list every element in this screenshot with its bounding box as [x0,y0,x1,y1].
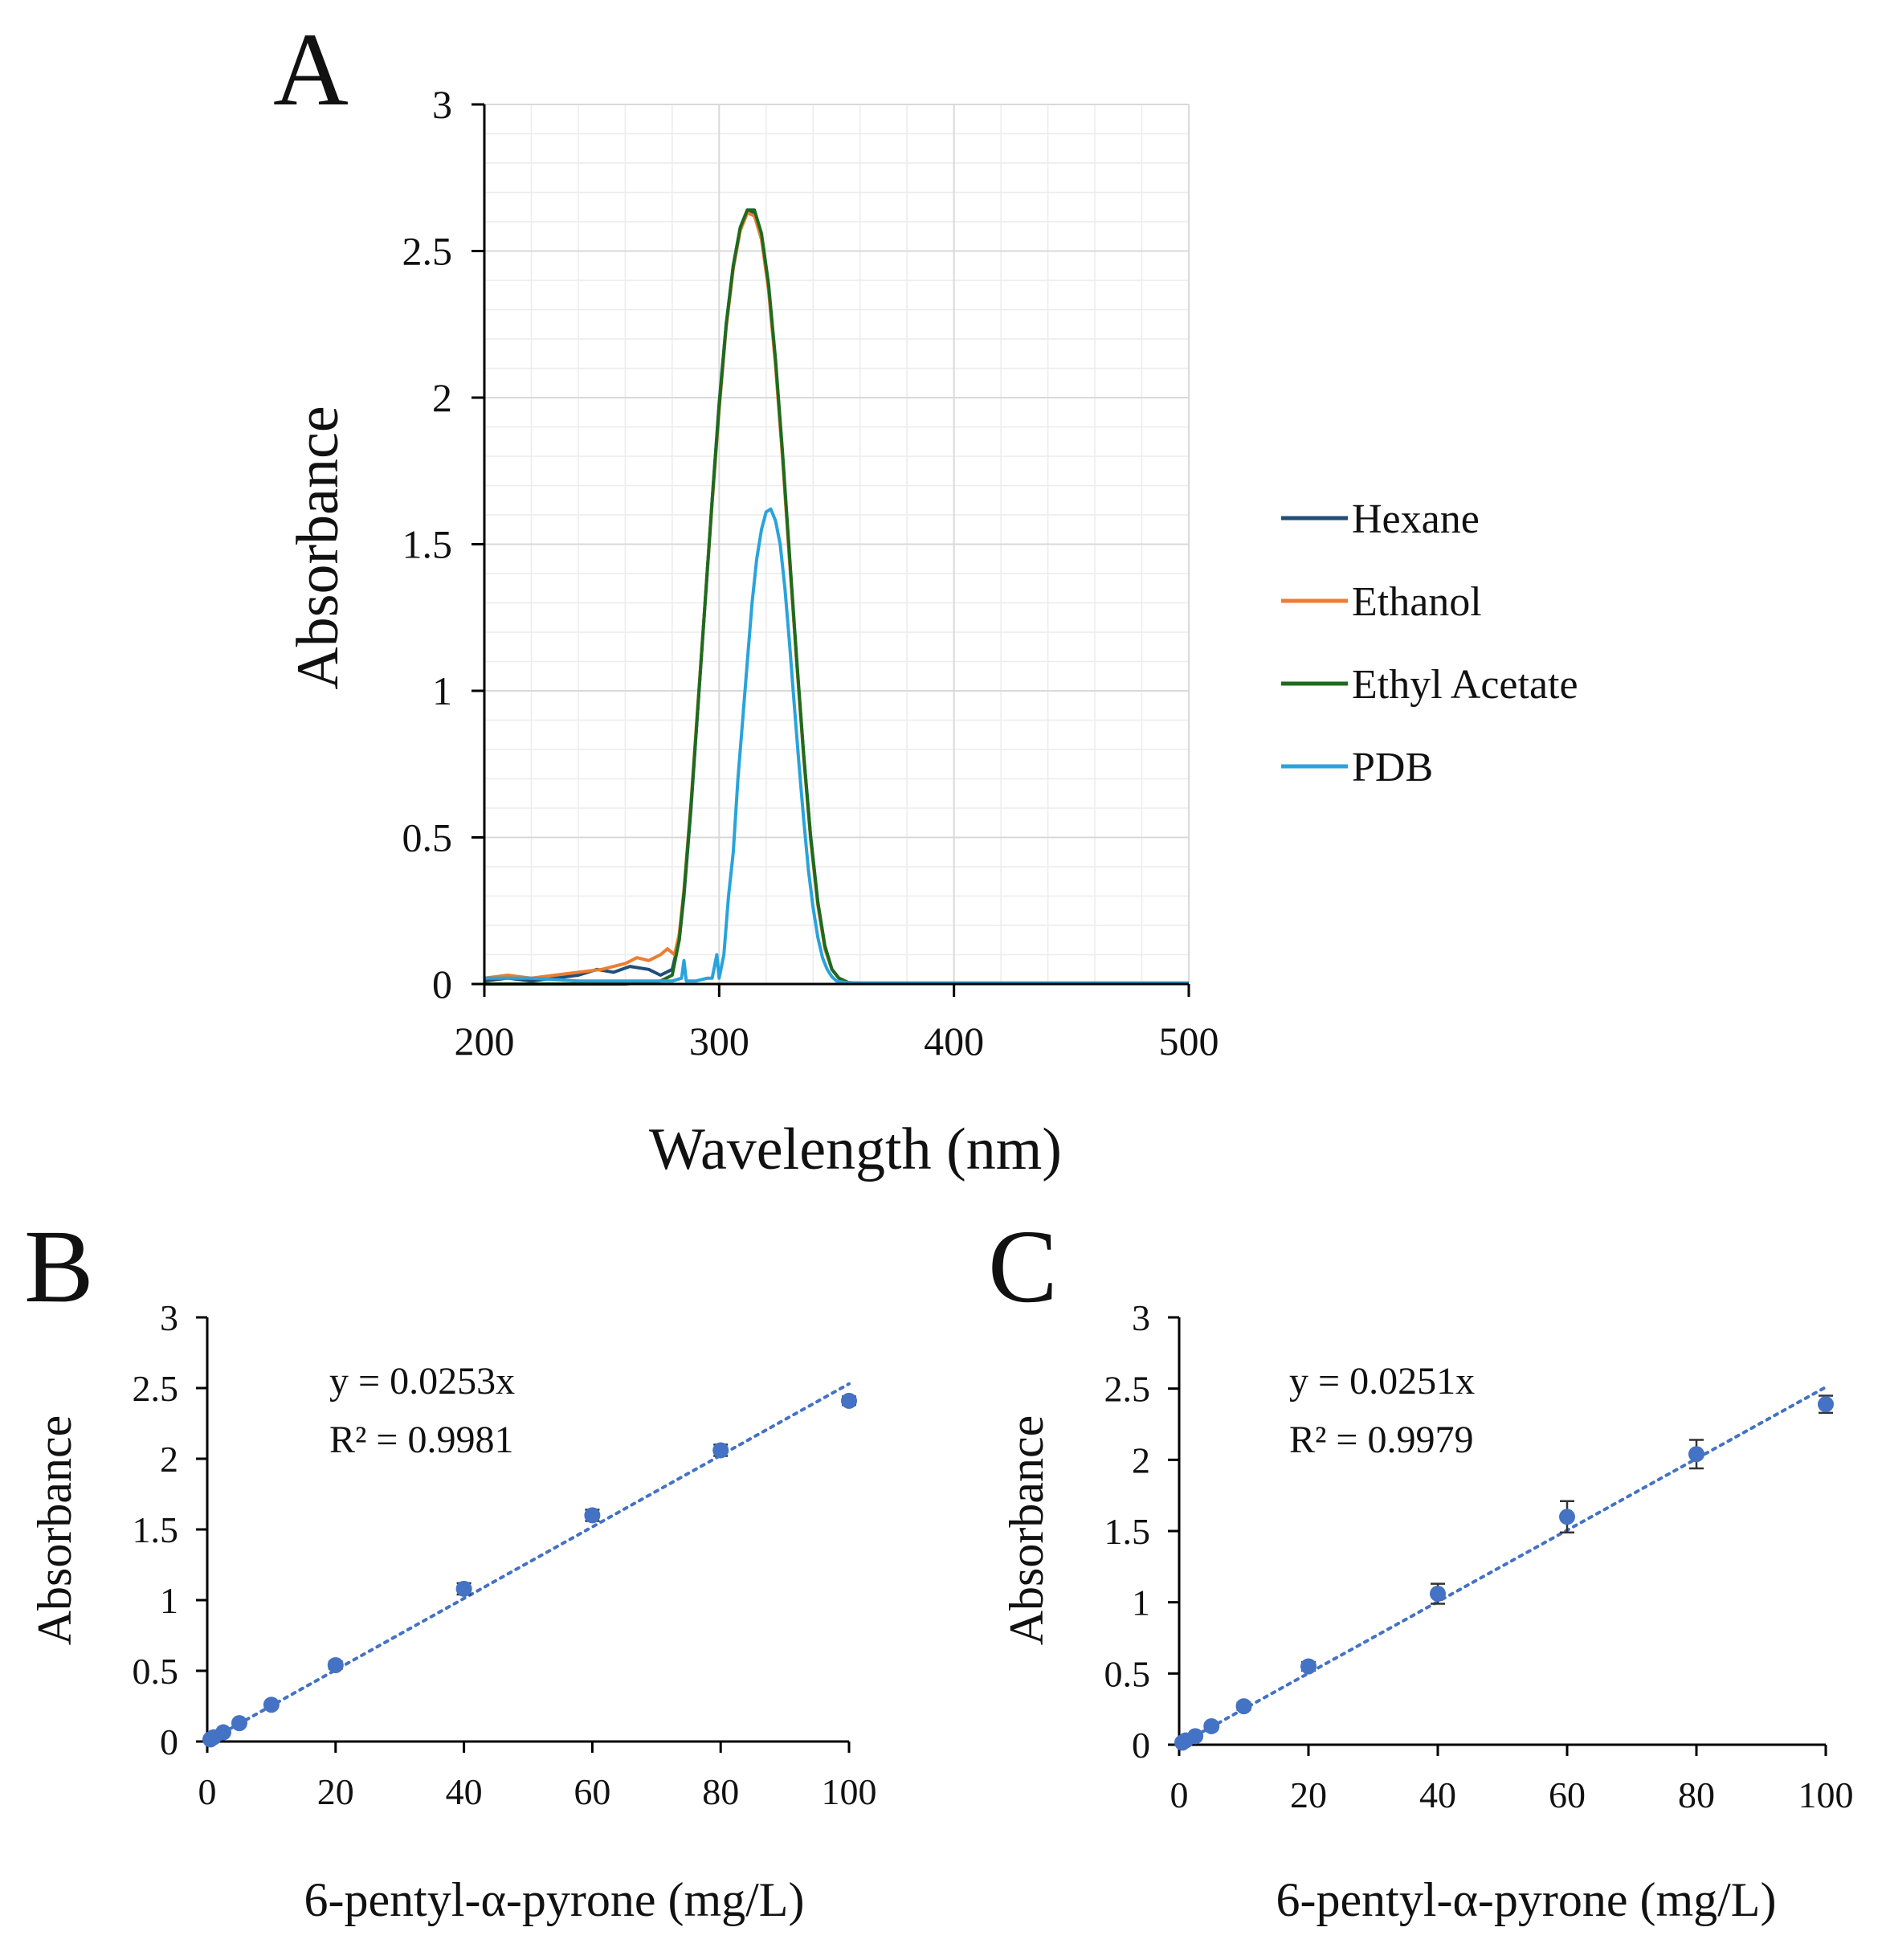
spectrum-y-tick-label: 2.5 [402,229,453,274]
spectrum-y-tick-label: 3 [432,82,452,127]
calibration-chart-b: 0 0.5 1 1.5 2 2.5 3 0 20 40 60 80 100 y = 0.0253x R²… [28,1297,877,1926]
spectrum-legend: Hexane Ethanol Ethyl Acetate PDB [1281,496,1578,790]
panel-label-b: B [24,1209,94,1325]
calibration-c-data-point [1235,1698,1252,1715]
spectrum-grid [484,104,1190,985]
legend-label-ethyl-acetate: Ethyl Acetate [1352,662,1578,708]
calibration-c-y-tick-label: 2.5 [1104,1369,1151,1410]
calibration-c-data-point [1818,1396,1834,1413]
calibration-b-data-point [455,1580,472,1597]
calibration-c-data-point [1430,1586,1446,1603]
calibration-c-y-axis-title: Absorbance [1000,1415,1053,1646]
panel-label-a: A [273,12,349,128]
calibration-b-data-point [231,1715,247,1732]
calibration-c-x-tick-label: 100 [1798,1774,1854,1815]
calibration-b-data-point [841,1392,857,1409]
calibration-b-x-tick-label: 60 [574,1771,610,1812]
spectrum-x-ticks: 200 300 400 500 [455,984,1219,1064]
calibration-c-trendline [1178,1385,1827,1746]
spectrum-lines [484,208,1189,986]
calibration-c-y-tick-label: 0.5 [1104,1653,1151,1694]
calibration-c-x-tick-label: 60 [1549,1774,1586,1815]
calibration-b-body: 0 0.5 1 1.5 2 2.5 3 0 20 40 60 80 100 [133,1297,877,1812]
spectrum-y-tick-label: 1.5 [402,522,453,567]
calibration-c-data-point [1203,1717,1220,1734]
spectrum-x-tick-label: 200 [455,1019,515,1064]
calibration-b-y-tick-label: 1 [160,1580,178,1621]
calibration-b-y-tick-label: 0.5 [133,1651,179,1692]
spectrum-line-ethanol [484,211,1189,985]
calibration-b-data-point [263,1697,280,1713]
calibration-b-data-point [712,1442,729,1459]
calibration-b-data-point [584,1507,601,1524]
spectrum-y-ticks: 0 0.5 1 1.5 2 2.5 3 [402,82,484,1007]
legend-label-ethanol: Ethanol [1352,579,1482,625]
calibration-c-y-tick-label: 1 [1132,1582,1150,1623]
calibration-b-x-tick-label: 0 [198,1771,217,1812]
calibration-b-y-tick-label: 1.5 [133,1509,179,1550]
spectrum-chart: 200 300 400 500 0 0.5 1 1.5 2 2.5 3 Wavelength (n… [285,82,1578,1182]
calibration-b-x-axis-title: 6-pentyl-α-pyrone (mg/L) [304,1873,805,1926]
spectrum-x-tick-label: 500 [1159,1019,1219,1064]
calibration-c-data-point [1187,1728,1204,1745]
calibration-c-x-tick-label: 0 [1170,1774,1189,1815]
calibration-b-x-tick-label: 40 [446,1771,483,1812]
calibration-c-y-tick-label: 2 [1132,1439,1150,1480]
calibration-b-y-tick-label: 2 [160,1439,178,1480]
spectrum-y-tick-label: 2 [432,375,452,420]
calibration-b-x-tick-label: 100 [822,1771,877,1812]
calibration-c-y-tick-label: 0 [1132,1725,1150,1766]
calibration-c-data-point [1559,1509,1575,1525]
spectrum-y-tick-label: 0.5 [402,815,453,860]
calibration-b-equation: y = 0.0253x [329,1360,515,1403]
calibration-c-data-point [1300,1658,1317,1675]
calibration-b-y-tick-label: 0 [160,1721,178,1762]
calibration-c-r-squared: R² = 0.9979 [1289,1419,1473,1461]
spectrum-line-pdb [484,507,1189,985]
calibration-b-data-point [327,1656,344,1673]
calibration-b-x-tick-label: 80 [702,1771,739,1812]
calibration-b-x-tick-label: 20 [317,1771,354,1812]
legend-label-pdb: PDB [1352,745,1433,790]
calibration-b-r-squared: R² = 0.9981 [329,1419,513,1461]
calibration-b-y-axis-title: Absorbance [28,1415,81,1646]
spectrum-y-axis-title: Absorbance [285,406,351,689]
calibration-chart-c: 0 0.5 1 1.5 2 2.5 3 0 20 40 60 80 100 y = 0.0251x R²… [1000,1297,1854,1926]
panel-label-c: C [988,1209,1058,1325]
calibration-b-y-tick-label: 2.5 [133,1368,179,1409]
spectrum-x-tick-label: 300 [689,1019,749,1064]
calibration-c-body: 0 0.5 1 1.5 2 2.5 3 0 20 40 60 80 100 [1104,1297,1854,1815]
calibration-b-trendline [206,1382,851,1743]
spectrum-y-tick-label: 1 [432,668,452,713]
calibration-c-y-tick-label: 1.5 [1104,1511,1151,1552]
legend-label-hexane: Hexane [1352,496,1480,542]
calibration-c-x-tick-label: 80 [1678,1774,1715,1815]
spectrum-y-tick-label: 0 [432,962,452,1007]
calibration-c-x-axis-title: 6-pentyl-α-pyrone (mg/L) [1276,1873,1777,1926]
calibration-c-x-tick-label: 40 [1419,1774,1456,1815]
calibration-c-data-point [1688,1446,1704,1463]
spectrum-x-axis-title: Wavelength (nm) [649,1117,1062,1182]
calibration-c-x-tick-label: 20 [1290,1774,1327,1815]
calibration-b-y-tick-label: 3 [160,1297,178,1338]
calibration-c-y-tick-label: 3 [1132,1297,1150,1338]
calibration-b-data-point [214,1724,231,1741]
spectrum-line-ethyl-acetate [484,208,1189,986]
calibration-c-equation: y = 0.0251x [1289,1360,1475,1403]
spectrum-x-tick-label: 400 [924,1019,984,1064]
